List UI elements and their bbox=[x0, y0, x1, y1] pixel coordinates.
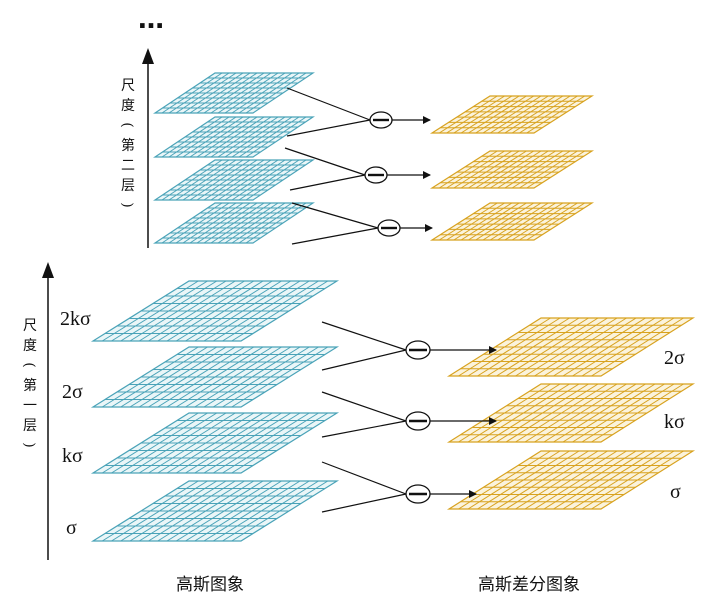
axis-label-char: 尺 bbox=[23, 318, 37, 334]
axis-label-char: 度 bbox=[23, 338, 37, 354]
lower-axis-label: 尺度 ( 第一层) bbox=[21, 318, 37, 448]
lower-dog-layer bbox=[446, 383, 696, 443]
upper-gaussian-layer bbox=[153, 72, 315, 114]
lower-gaussian-layer bbox=[90, 412, 340, 474]
axis-label-char: 二 bbox=[121, 158, 135, 174]
connector-line bbox=[286, 119, 371, 137]
axis-label-char: 尺 bbox=[121, 78, 135, 94]
caption-gaussian-images: 高斯图象 bbox=[176, 575, 244, 595]
axis-label-char: 一 bbox=[23, 398, 37, 414]
gaussian-scale-label-2-sigma: 2σ bbox=[62, 381, 83, 403]
lower-dog-layer bbox=[446, 450, 696, 510]
connector-line bbox=[284, 147, 366, 176]
axis-label-char: ( bbox=[21, 362, 37, 367]
lower-gaussian-layer bbox=[90, 346, 340, 408]
caption-dog-images: 高斯差分图象 bbox=[478, 575, 580, 595]
upper-dog-layer bbox=[429, 150, 595, 189]
connector-line bbox=[321, 493, 407, 513]
connector-line bbox=[321, 391, 407, 422]
axis-label-char: 度 bbox=[121, 98, 135, 114]
axis-label-char: 层 bbox=[23, 418, 37, 434]
lower-axis-arrow-icon bbox=[42, 262, 54, 278]
connector-line bbox=[291, 202, 379, 229]
gaussian-scale-label-sigma: σ bbox=[66, 517, 77, 539]
upper-dog-layer bbox=[429, 202, 595, 241]
connector-line bbox=[321, 461, 407, 495]
upper-axis-label: 尺度 ( 第二层) bbox=[119, 78, 135, 208]
dog-scale-label-2-sigma: 2σ bbox=[664, 347, 685, 369]
connector-line bbox=[321, 420, 407, 438]
connector-line bbox=[289, 174, 366, 191]
connector-line bbox=[286, 87, 371, 121]
upper-gaussian-layer bbox=[153, 116, 315, 158]
connector-line bbox=[321, 321, 407, 351]
upper-axis-arrow-icon bbox=[142, 48, 154, 64]
lower-dog-layer bbox=[446, 317, 696, 377]
connector-line bbox=[291, 227, 379, 245]
axis-label-char: ) bbox=[21, 442, 37, 447]
upper-gaussian-layer bbox=[153, 202, 315, 244]
ellipsis-text: … bbox=[138, 5, 164, 35]
axis-label-char: 层 bbox=[121, 178, 135, 194]
dog-scale-label-k-sigma: kσ bbox=[664, 411, 685, 433]
axis-label-char: ) bbox=[119, 202, 135, 207]
upper-dog-layer bbox=[429, 95, 595, 134]
lower-gaussian-layer bbox=[90, 480, 340, 542]
gaussian-scale-label-k-sigma: kσ bbox=[62, 445, 83, 467]
subtraction-connectors bbox=[284, 87, 497, 513]
dog-scale-label-sigma: σ bbox=[670, 481, 681, 503]
grid-layer bbox=[90, 72, 696, 542]
gaussian-scale-label-2k-sigma: 2kσ bbox=[60, 308, 91, 330]
axis-label-char: 第 bbox=[23, 377, 37, 394]
axis-label-char: ( bbox=[119, 122, 135, 127]
lower-gaussian-layer bbox=[90, 280, 340, 342]
upper-gaussian-layer bbox=[153, 159, 315, 201]
axis-label-char: 第 bbox=[121, 137, 135, 154]
connector-line bbox=[321, 349, 407, 371]
